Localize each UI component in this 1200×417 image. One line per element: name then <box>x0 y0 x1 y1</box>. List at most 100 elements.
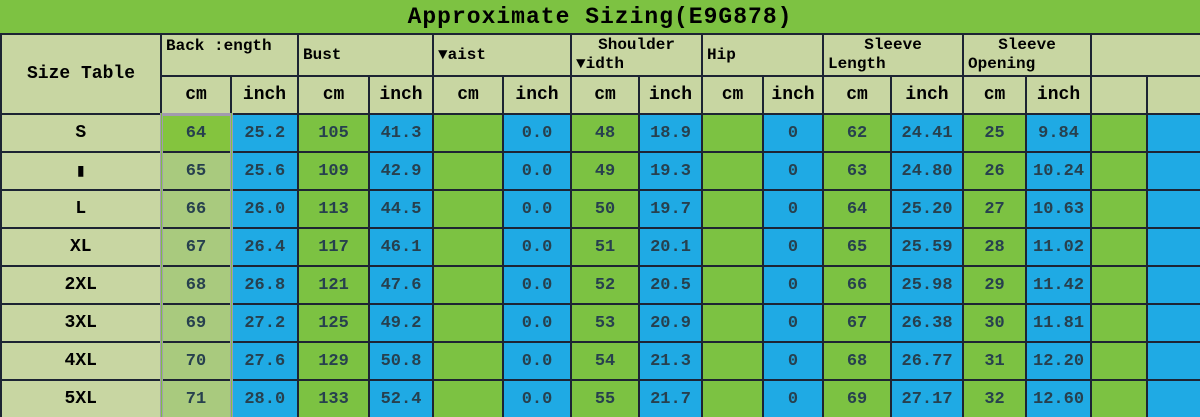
unit-header-inch: inch <box>1025 75 1093 115</box>
value-cell <box>1090 189 1149 229</box>
value-cell: 26 <box>962 151 1028 191</box>
value-cell <box>1146 265 1200 305</box>
value-cell: 52 <box>570 265 641 305</box>
title-bar: Approximate Sizing(E9G878) <box>0 0 1200 33</box>
value-cell <box>432 151 504 191</box>
group-label: Sleeve <box>864 36 922 54</box>
value-cell: 21.3 <box>638 341 704 381</box>
value-cell <box>1090 265 1149 305</box>
unit-header-cm: cm <box>822 75 893 115</box>
group-label-line2: Length <box>828 55 886 73</box>
group-header-back-length: Back :ength <box>160 33 299 77</box>
group-label: Hip <box>707 45 736 64</box>
value-cell <box>1090 151 1149 191</box>
value-cell: 20.1 <box>638 227 704 267</box>
value-cell <box>432 227 504 267</box>
value-cell: 0.0 <box>501 227 573 267</box>
value-cell: 0.0 <box>501 303 573 343</box>
value-cell <box>432 113 504 153</box>
value-cell: 30 <box>962 303 1028 343</box>
value-cell <box>701 341 765 381</box>
table-row: 5XL 71 28.0 133 52.4 0.0 55 21.7 0 69 27.17 32 12.60 <box>0 379 1200 417</box>
value-cell <box>701 151 765 191</box>
size-label: XL <box>0 227 162 267</box>
table-row: 4XL 70 27.6 129 50.8 0.0 54 21.3 0 68 26.77 31 12.20 <box>0 341 1200 381</box>
group-header-bust: Bust <box>297 33 434 77</box>
value-cell: 19.7 <box>638 189 704 229</box>
table-row: S 64 25.2 105 41.3 0.0 48 18.9 0 62 24.41 25 9.84 <box>0 112 1200 153</box>
value-cell: 11.81 <box>1025 303 1093 343</box>
group-label-line2: ▼idth <box>576 55 625 73</box>
value-cell <box>701 189 765 229</box>
unit-header-empty <box>1146 75 1200 115</box>
value-cell: 52.4 <box>368 379 434 417</box>
value-cell: 0.0 <box>501 151 573 191</box>
value-cell: 18.9 <box>638 113 704 153</box>
unit-header-inch: inch <box>368 75 434 115</box>
table-body: S 64 25.2 105 41.3 0.0 48 18.9 0 62 24.41 25 9.84 ▮ 65… <box>0 112 1200 417</box>
value-cell: 0 <box>762 341 825 381</box>
unit-header-cm: cm <box>160 75 232 115</box>
corner-header: Size Table <box>0 33 162 115</box>
value-cell <box>1146 189 1200 229</box>
value-cell <box>1090 341 1149 381</box>
unit-header-cm: cm <box>962 75 1028 115</box>
group-header-sleeve-length: Sleeve Length <box>822 33 965 77</box>
value-cell: 66 <box>159 189 233 229</box>
value-cell: 68 <box>159 265 233 305</box>
size-label: 4XL <box>0 341 162 381</box>
value-cell: 65 <box>159 151 233 191</box>
value-cell: 69 <box>822 379 893 417</box>
value-cell: 54 <box>570 341 641 381</box>
unit-header-cm: cm <box>701 75 765 115</box>
value-cell: 24.41 <box>890 113 965 153</box>
table-row: 2XL 68 26.8 121 47.6 0.0 52 20.5 0 66 25.98 29 11.42 <box>0 265 1200 305</box>
value-cell: 11.42 <box>1025 265 1093 305</box>
value-cell: 63 <box>822 151 893 191</box>
value-cell: 26.4 <box>230 227 299 267</box>
value-cell <box>432 265 504 305</box>
value-cell: 25.20 <box>890 189 965 229</box>
value-cell: 29 <box>962 265 1028 305</box>
value-cell: 11.02 <box>1025 227 1093 267</box>
group-label: ▼aist <box>438 45 487 64</box>
unit-header-empty <box>1090 75 1149 115</box>
value-cell: 65 <box>822 227 893 267</box>
value-cell <box>432 303 504 343</box>
value-cell: 10.24 <box>1025 151 1093 191</box>
value-cell: 71 <box>159 379 233 417</box>
group-label: Back :ength <box>166 37 272 55</box>
value-cell: 32 <box>962 379 1028 417</box>
value-cell <box>701 227 765 267</box>
value-cell: 12.20 <box>1025 341 1093 381</box>
value-cell: 25 <box>962 113 1028 153</box>
value-cell <box>701 113 765 153</box>
unit-header-inch: inch <box>890 75 965 115</box>
value-cell: 51 <box>570 227 641 267</box>
value-cell <box>1146 227 1200 267</box>
value-cell: 0.0 <box>501 113 573 153</box>
value-cell: 31 <box>962 341 1028 381</box>
value-cell: 26.8 <box>230 265 299 305</box>
value-cell <box>1090 379 1149 417</box>
value-cell: 25.59 <box>890 227 965 267</box>
value-cell: 49 <box>570 151 641 191</box>
value-cell: 26.77 <box>890 341 965 381</box>
value-cell: 42.9 <box>368 151 434 191</box>
value-cell: 48 <box>570 113 641 153</box>
value-cell <box>1090 113 1149 153</box>
value-cell: 46.1 <box>368 227 434 267</box>
value-cell: 19.3 <box>638 151 704 191</box>
group-header-row: Size Table Back :ength Bust ▼aist Should… <box>0 33 1200 115</box>
value-cell <box>432 379 504 417</box>
value-cell <box>701 379 765 417</box>
value-cell: 67 <box>159 227 233 267</box>
value-cell: 25.2 <box>230 113 299 153</box>
value-cell: 49.2 <box>368 303 434 343</box>
table-row: XL 67 26.4 117 46.1 0.0 51 20.1 0 65 25.59 28 11.02 <box>0 227 1200 267</box>
value-cell: 0 <box>762 151 825 191</box>
value-cell: 64 <box>159 112 233 153</box>
value-cell: 12.60 <box>1025 379 1093 417</box>
table-row: L 66 26.0 113 44.5 0.0 50 19.7 0 64 25.20 27 10.63 <box>0 189 1200 229</box>
